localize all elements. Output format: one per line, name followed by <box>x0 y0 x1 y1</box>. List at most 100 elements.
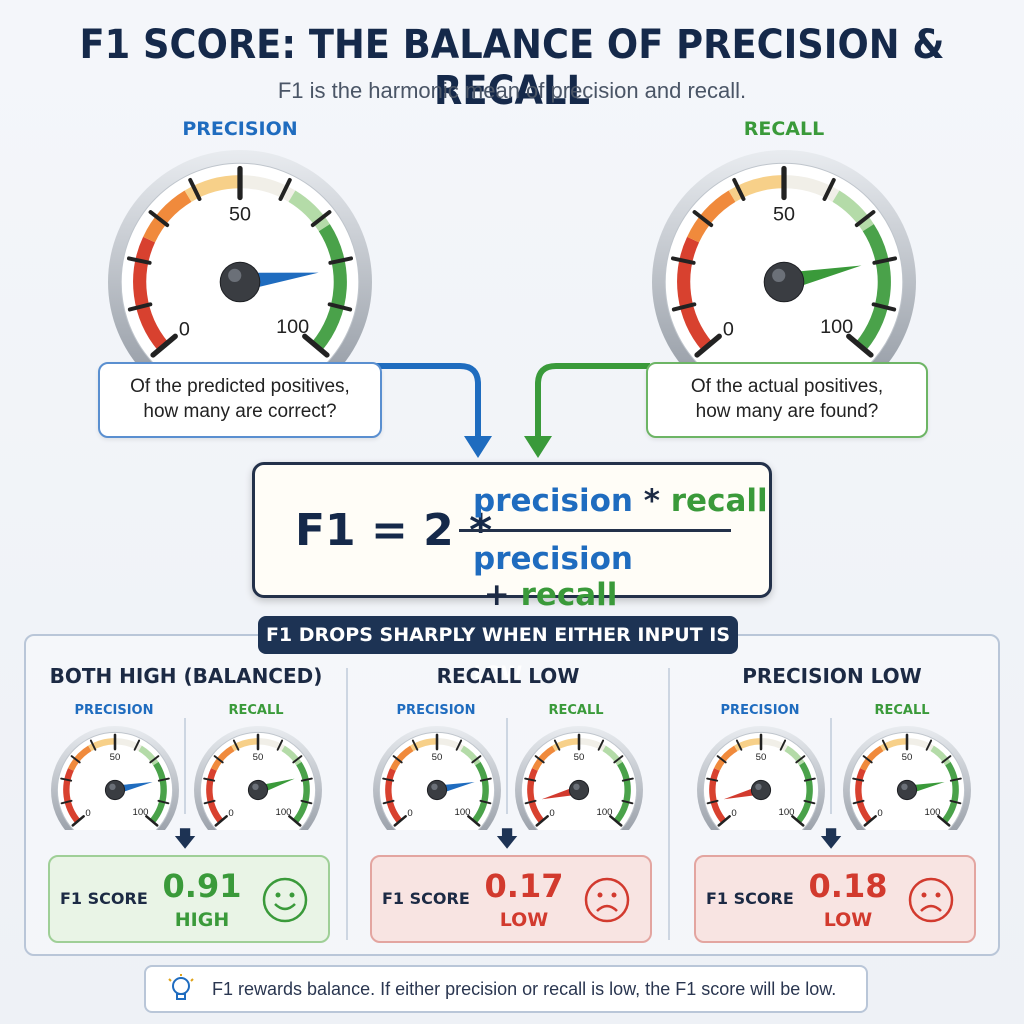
gauge-band <box>709 768 727 824</box>
tip-box: F1 rewards balance. If either precision … <box>144 965 868 1013</box>
denominator-recall: recall <box>520 577 618 613</box>
gauge-tick <box>157 799 170 805</box>
gauge-tick <box>292 755 303 764</box>
gauge-band <box>471 761 489 824</box>
gauge-tick <box>862 755 873 764</box>
gauge-tick <box>524 799 537 805</box>
fraction-bar <box>459 529 731 532</box>
mini-gauge-separator <box>830 718 832 814</box>
gauge-band <box>832 190 874 232</box>
gauge-band <box>784 745 805 766</box>
scenario-title: RECALL LOW <box>436 664 580 688</box>
gauge-tick <box>795 755 806 764</box>
gauge-tick <box>455 739 463 751</box>
gauge-mid-label: 50 <box>902 752 913 763</box>
gauge-band <box>385 768 403 824</box>
gauge-min-label: 0 <box>877 808 882 819</box>
f1-score-box: F1 SCORE 0.91 HIGH <box>48 855 330 943</box>
gauge-hub-highlight <box>772 268 786 282</box>
numerator-operator: * <box>632 483 671 519</box>
f1-score-value: 0.17 <box>484 867 564 905</box>
down-arrow-icon: 🡇 <box>495 826 519 851</box>
gauge-tick <box>553 739 561 751</box>
gauge-mid-label: 50 <box>756 752 767 763</box>
gauge-band <box>68 745 92 771</box>
f1-score-value: 0.18 <box>808 867 888 905</box>
gauge-tick <box>871 302 897 312</box>
gauge-min-label: 0 <box>731 808 736 819</box>
precision-callout: Of the predicted positives, how many are… <box>98 362 382 438</box>
gauge-band <box>860 745 884 771</box>
gauge-tick <box>392 755 403 764</box>
gauge-hub-highlight <box>228 268 242 282</box>
gauge-tick <box>328 256 354 265</box>
f1-score-box: F1 SCORE 0.17 LOW <box>370 855 652 943</box>
gauge-min-label: 0 <box>549 808 554 819</box>
gauge-band <box>288 190 330 232</box>
gauge-band <box>460 745 481 766</box>
gauge-tick <box>382 799 395 805</box>
gauge-tick <box>609 815 623 827</box>
gauge-connectors: 0 50 100 0 50 100 <box>108 150 916 458</box>
frown-sad-icon <box>908 877 954 923</box>
gauge-tick <box>535 815 549 827</box>
gauge-tick <box>89 739 97 751</box>
gauge-mid-label: 50 <box>574 752 585 763</box>
f1-score-label: F1 SCORE <box>706 889 794 908</box>
gauge-tick <box>872 256 898 265</box>
gauge-band <box>149 761 167 824</box>
gauge-hub-highlight <box>109 783 116 790</box>
gauge-tick <box>300 799 313 805</box>
gauge-hub <box>568 779 590 801</box>
precision-callout-line-1: Of the predicted positives, <box>130 376 350 397</box>
gauge-tick <box>203 799 216 805</box>
page-subtitle: F1 is the harmonic mean of precision and… <box>277 78 747 103</box>
gauge-tick <box>941 755 952 764</box>
f1-score-label: F1 SCORE <box>60 889 148 908</box>
denominator-operator: + <box>473 577 521 613</box>
f1-score-status: HIGH <box>174 909 230 931</box>
f1-score-value: 0.91 <box>162 867 242 905</box>
recall-callout-line-2: how many are found? <box>695 401 879 422</box>
gauge-mid-label: 50 <box>229 203 251 225</box>
gauge-tick <box>735 739 743 751</box>
gauge-band <box>63 768 81 824</box>
gauge-tick <box>327 302 353 312</box>
gauge-tick <box>411 739 419 751</box>
gauge-band <box>930 745 951 766</box>
gauge-tick <box>133 739 141 751</box>
denominator-precision: precision <box>473 541 633 577</box>
gauge-tick <box>937 815 951 827</box>
gauge-hub-highlight <box>431 783 438 790</box>
mini-gauge-separator <box>506 718 508 814</box>
scenario-title: PRECISION LOW <box>742 664 922 688</box>
scenario-recall-label: RECALL <box>228 703 284 718</box>
gauge-max-label: 100 <box>924 807 940 818</box>
gauge-max-label: 100 <box>454 807 470 818</box>
gauge-band <box>855 768 873 824</box>
f1-score-status: LOW <box>499 909 549 931</box>
gauge-tick <box>881 739 889 751</box>
gauge-tick <box>716 755 727 764</box>
mini-recall-gauge: 0 50 100 <box>194 726 322 830</box>
gauge-mid-label: 50 <box>253 752 264 763</box>
scenario-precision-label: PRECISION <box>396 703 476 718</box>
gauge-tick <box>300 777 313 782</box>
gauge-tick <box>232 739 240 751</box>
gauge-tick <box>70 755 81 764</box>
gauge-tick <box>479 799 492 805</box>
gauge-tick <box>597 739 605 751</box>
gauge-band <box>281 745 302 766</box>
gauge-tick <box>706 799 719 805</box>
scenario-divider <box>668 668 670 940</box>
gauge-tick <box>302 333 330 358</box>
scenario-divider <box>346 668 348 940</box>
precision-connector-arrow <box>372 363 481 440</box>
mini-precision-gauge: 0 50 100 <box>51 726 179 830</box>
gauge-tick <box>854 210 876 228</box>
gauge-tick <box>534 755 545 764</box>
precision-gauge: 0 50 100 <box>108 150 372 414</box>
gauge-tick <box>60 799 73 805</box>
down-arrow-icon: 🡇 <box>173 826 197 851</box>
gauge-band <box>211 745 235 771</box>
